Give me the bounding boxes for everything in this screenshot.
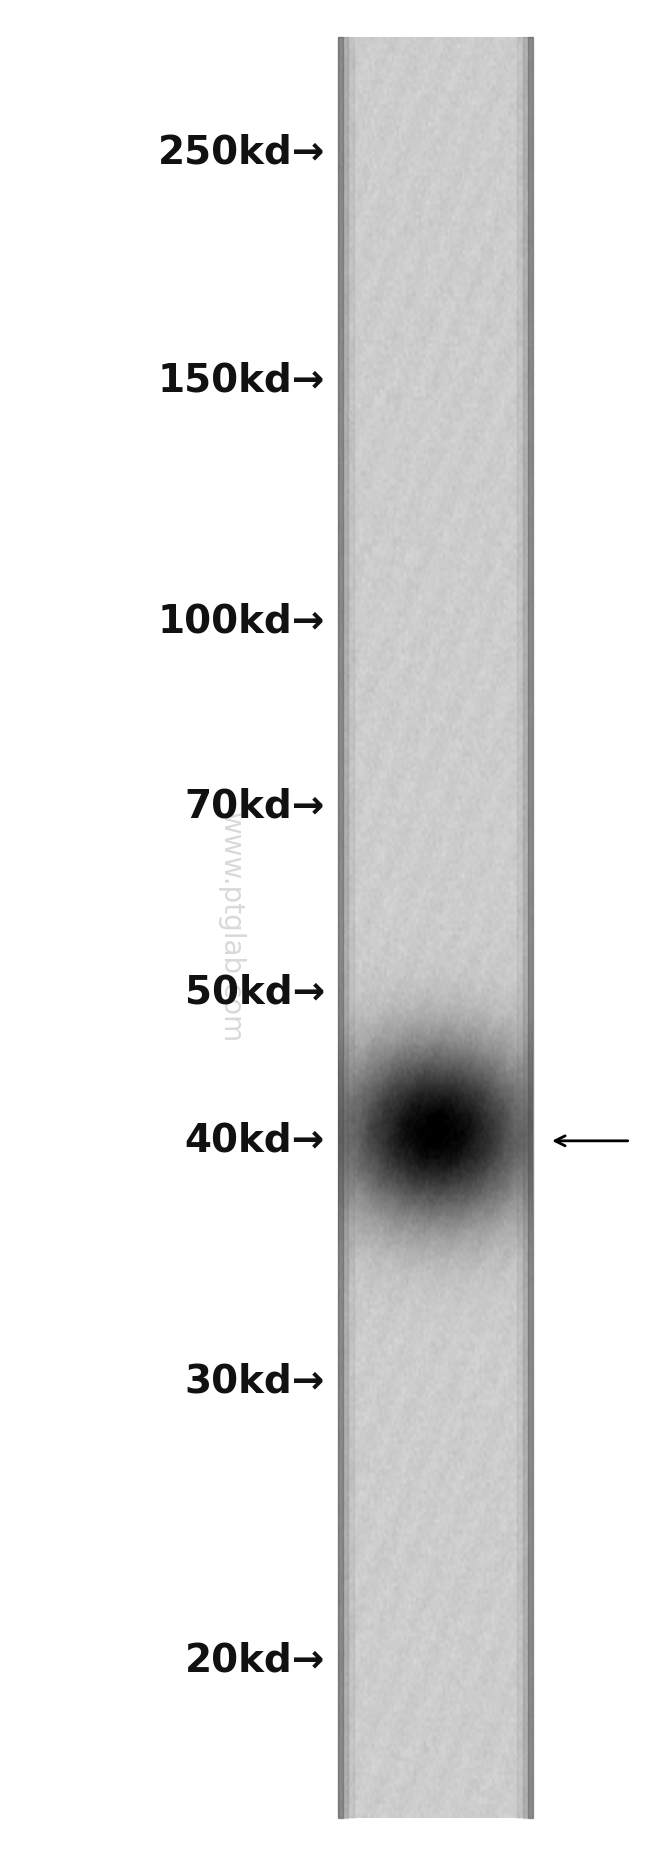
Bar — [517, 37, 533, 1818]
Text: 70kd→: 70kd→ — [185, 788, 325, 825]
Text: 40kd→: 40kd→ — [185, 1122, 325, 1159]
Text: 30kd→: 30kd→ — [185, 1363, 325, 1401]
Text: 250kd→: 250kd→ — [157, 134, 325, 171]
Bar — [338, 37, 343, 1818]
Text: 50kd→: 50kd→ — [185, 974, 325, 1011]
Bar — [528, 37, 533, 1818]
Text: 100kd→: 100kd→ — [157, 603, 325, 640]
Text: 20kd→: 20kd→ — [185, 1642, 325, 1679]
Text: 150kd→: 150kd→ — [157, 362, 325, 399]
Text: www.ptglab.com: www.ptglab.com — [216, 812, 245, 1043]
Bar — [523, 37, 533, 1818]
Bar — [338, 37, 348, 1818]
Bar — [338, 37, 354, 1818]
